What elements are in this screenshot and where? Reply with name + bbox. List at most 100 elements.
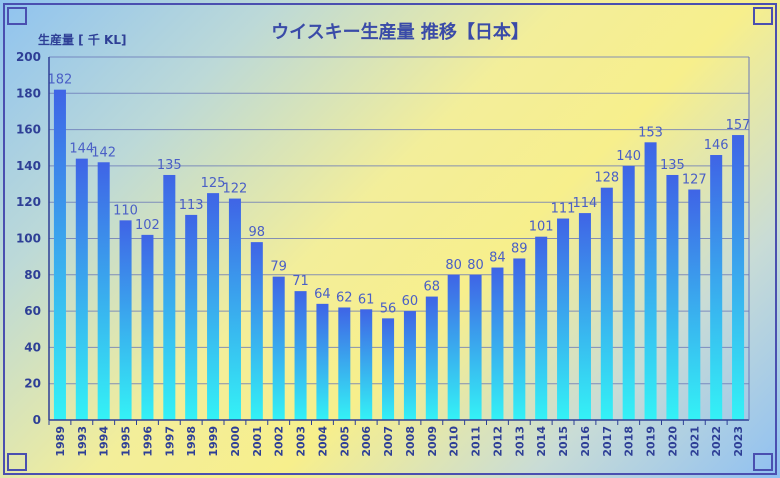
- x-tick-label: 1998: [185, 426, 198, 457]
- x-tick-label: 2009: [426, 426, 439, 457]
- x-tick-label: 2018: [623, 426, 636, 457]
- data-label: 80: [445, 258, 462, 273]
- data-label: 79: [270, 260, 287, 275]
- bar: [732, 135, 745, 421]
- y-tick-label: 180: [16, 86, 41, 100]
- data-label: 62: [336, 290, 353, 305]
- data-label: 122: [223, 182, 248, 197]
- data-label: 64: [314, 287, 331, 302]
- bar: [425, 296, 438, 420]
- data-label: 157: [726, 118, 751, 133]
- x-tick-label: 2002: [273, 426, 286, 457]
- data-label: 153: [638, 125, 663, 140]
- x-tick-label: 2015: [557, 426, 570, 457]
- y-axis-ticks: 0 20 40 60 80 100 120 140 160 180 200: [16, 50, 41, 427]
- bar: [360, 309, 373, 420]
- bar: [53, 89, 66, 421]
- bar: [710, 155, 723, 420]
- x-axis-ticks: 1989 1993 1994 1995 1996 1997 1998 1999 2000 2001…: [48, 420, 745, 457]
- y-tick-label: 80: [24, 268, 41, 282]
- bar: [294, 291, 307, 420]
- data-label: 113: [179, 198, 204, 213]
- grid-lines: [49, 56, 749, 421]
- data-label: 84: [489, 251, 506, 266]
- data-label: 125: [201, 176, 226, 191]
- bar: [338, 307, 351, 420]
- x-tick-label: 1995: [120, 426, 133, 457]
- y-tick-label: 160: [16, 123, 41, 137]
- chart-title: ウイスキー生産量 推移【日本】: [271, 21, 529, 43]
- y-tick-label: 200: [16, 50, 41, 64]
- x-tick-label: 2008: [404, 426, 417, 457]
- data-label: 144: [69, 142, 94, 157]
- bar: [75, 158, 88, 420]
- x-tick-label: 2010: [448, 426, 461, 457]
- x-tick-label: 2023: [732, 426, 745, 457]
- x-tick-label: 1994: [98, 426, 111, 457]
- data-label: 68: [424, 280, 441, 295]
- bar: [207, 193, 220, 420]
- data-label: 101: [529, 220, 554, 235]
- data-label: 102: [135, 218, 160, 233]
- x-tick-label: 2001: [251, 426, 264, 457]
- data-label: 140: [616, 149, 641, 164]
- data-label: 142: [91, 145, 116, 160]
- x-tick-label: 2004: [316, 426, 329, 457]
- bar: [600, 187, 613, 420]
- x-tick-label: 1999: [207, 426, 220, 457]
- x-tick-label: 2020: [666, 426, 679, 457]
- x-tick-label: 1996: [141, 426, 154, 457]
- y-tick-label: 120: [16, 195, 41, 209]
- bar: [688, 189, 701, 420]
- x-tick-label: 2012: [491, 426, 504, 457]
- axes: [48, 57, 750, 421]
- bar: [185, 214, 198, 420]
- bar: [403, 311, 416, 420]
- data-label: 135: [157, 158, 182, 173]
- data-label: 80: [467, 258, 484, 273]
- x-tick-label: 2019: [645, 426, 658, 457]
- bar: [557, 218, 570, 420]
- x-tick-label: 2011: [470, 426, 483, 457]
- x-tick-label: 2022: [710, 426, 723, 457]
- bar: [491, 267, 504, 420]
- data-label: 98: [249, 225, 266, 240]
- data-label: 89: [511, 241, 528, 256]
- data-label: 56: [380, 301, 397, 316]
- data-label: 60: [402, 294, 419, 309]
- x-tick-label: 2006: [360, 426, 373, 457]
- bar: [119, 220, 132, 420]
- bar: [469, 274, 482, 420]
- x-tick-label: 2021: [688, 426, 701, 457]
- data-label: 110: [113, 203, 138, 218]
- y-tick-label: 100: [16, 232, 41, 246]
- data-label: 135: [660, 158, 685, 173]
- x-tick-label: 2016: [579, 426, 592, 457]
- y-tick-label: 0: [33, 413, 41, 427]
- y-tick-label: 40: [24, 340, 41, 354]
- bar: [316, 303, 329, 420]
- frame-border: [3, 3, 777, 475]
- y-tick-label: 60: [24, 304, 41, 318]
- data-label: 128: [594, 171, 619, 186]
- x-tick-label: 1997: [163, 426, 176, 457]
- data-label: 127: [682, 172, 707, 187]
- data-label: 61: [358, 292, 375, 307]
- bar: [513, 258, 526, 420]
- bar: [228, 198, 241, 420]
- data-label: 182: [48, 73, 73, 88]
- data-label: 111: [551, 202, 576, 217]
- bar: [163, 174, 176, 420]
- y-axis-label: 生産量 [ 千 KL]: [38, 32, 126, 47]
- bar: [535, 236, 548, 420]
- x-tick-label: 2000: [229, 426, 242, 457]
- x-tick-label: 2003: [295, 426, 308, 457]
- bar: [97, 162, 110, 420]
- bar: [578, 213, 591, 420]
- data-label: 114: [573, 196, 598, 211]
- bar: [250, 242, 263, 420]
- y-tick-label: 140: [16, 159, 41, 173]
